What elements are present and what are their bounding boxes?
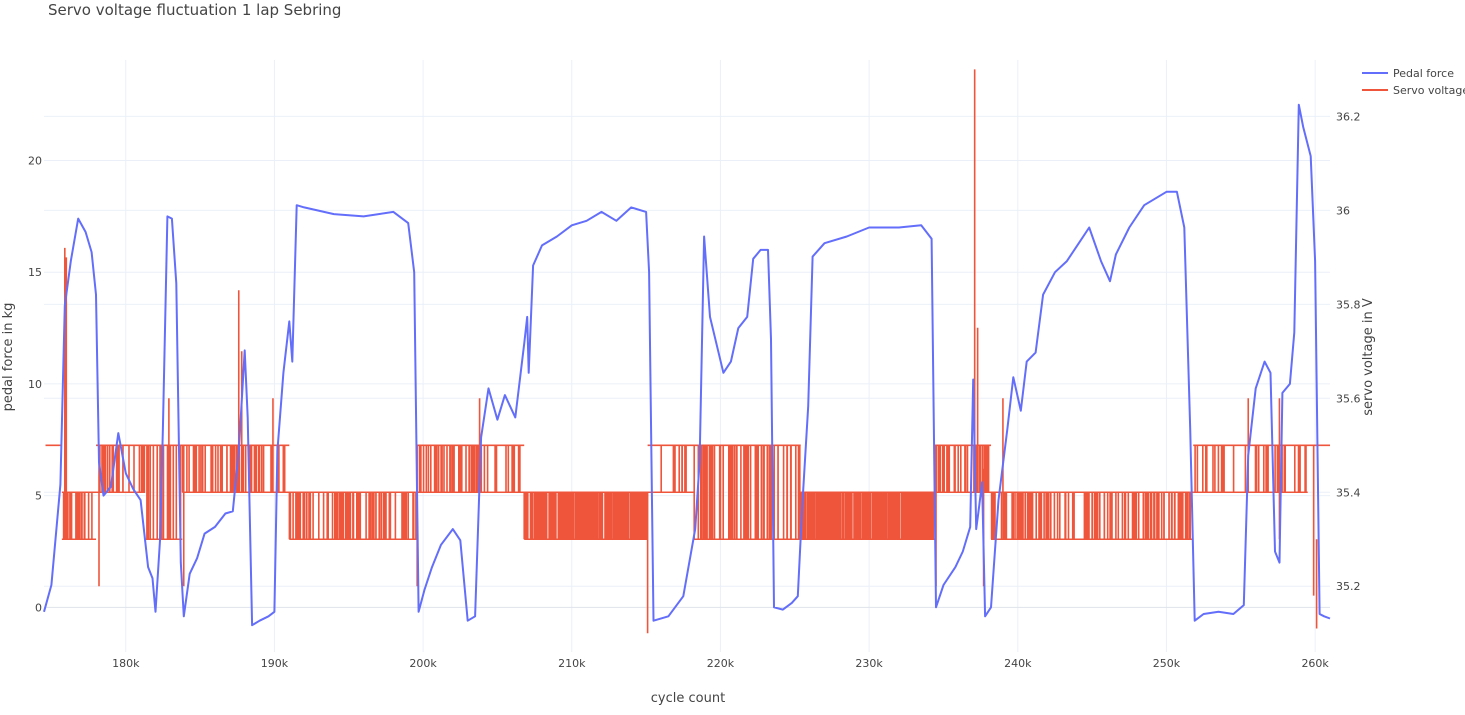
legend-label-servo-voltage: Servo voltage xyxy=(1393,84,1465,97)
legend-item-pedal-force[interactable]: Pedal force xyxy=(1362,67,1454,80)
y-axis-right-label: servo voltage in V xyxy=(1361,298,1376,416)
y-left-tick-label: 10 xyxy=(28,378,42,391)
x-tick-label: 250k xyxy=(1153,657,1181,670)
y-axis-left-label: pedal force in kg xyxy=(1,303,16,412)
x-tick-label: 180k xyxy=(112,657,140,670)
y-right-tick-label: 36 xyxy=(1336,204,1350,217)
x-tick-label: 220k xyxy=(707,657,735,670)
series-servo-voltage xyxy=(45,69,1330,634)
grid xyxy=(44,60,1330,652)
y-left-tick-label: 15 xyxy=(28,266,42,279)
axes: 180k 190k 200k 210k 220k 230k 240k 250k 260k 0 5 10… xyxy=(28,110,1361,670)
legend-item-servo-voltage[interactable]: Servo voltage xyxy=(1362,84,1465,97)
x-axis-label: cycle count xyxy=(651,691,725,706)
y-right-tick-label: 35.4 xyxy=(1336,486,1361,499)
y-right-tick-label: 35.8 xyxy=(1336,298,1361,311)
series-pedal-force xyxy=(43,103,1331,627)
legend[interactable]: Pedal force Servo voltage xyxy=(1362,67,1465,97)
y-right-tick-label: 35.6 xyxy=(1336,392,1361,405)
y-left-tick-label: 5 xyxy=(35,490,42,503)
x-tick-label: 260k xyxy=(1301,657,1329,670)
y-left-tick-label: 0 xyxy=(35,601,42,614)
y-right-tick-label: 35.2 xyxy=(1336,580,1361,593)
y-left-tick-label: 20 xyxy=(28,155,42,168)
y-right-tick-label: 36.2 xyxy=(1336,110,1361,123)
legend-label-pedal-force: Pedal force xyxy=(1393,67,1454,80)
x-tick-label: 240k xyxy=(1004,657,1032,670)
x-tick-label: 190k xyxy=(261,657,289,670)
chart-title: Servo voltage fluctuation 1 lap Sebring xyxy=(48,1,341,19)
x-tick-label: 200k xyxy=(409,657,437,670)
x-tick-label: 210k xyxy=(558,657,586,670)
series-layer xyxy=(43,69,1331,634)
x-tick-label: 230k xyxy=(855,657,883,670)
